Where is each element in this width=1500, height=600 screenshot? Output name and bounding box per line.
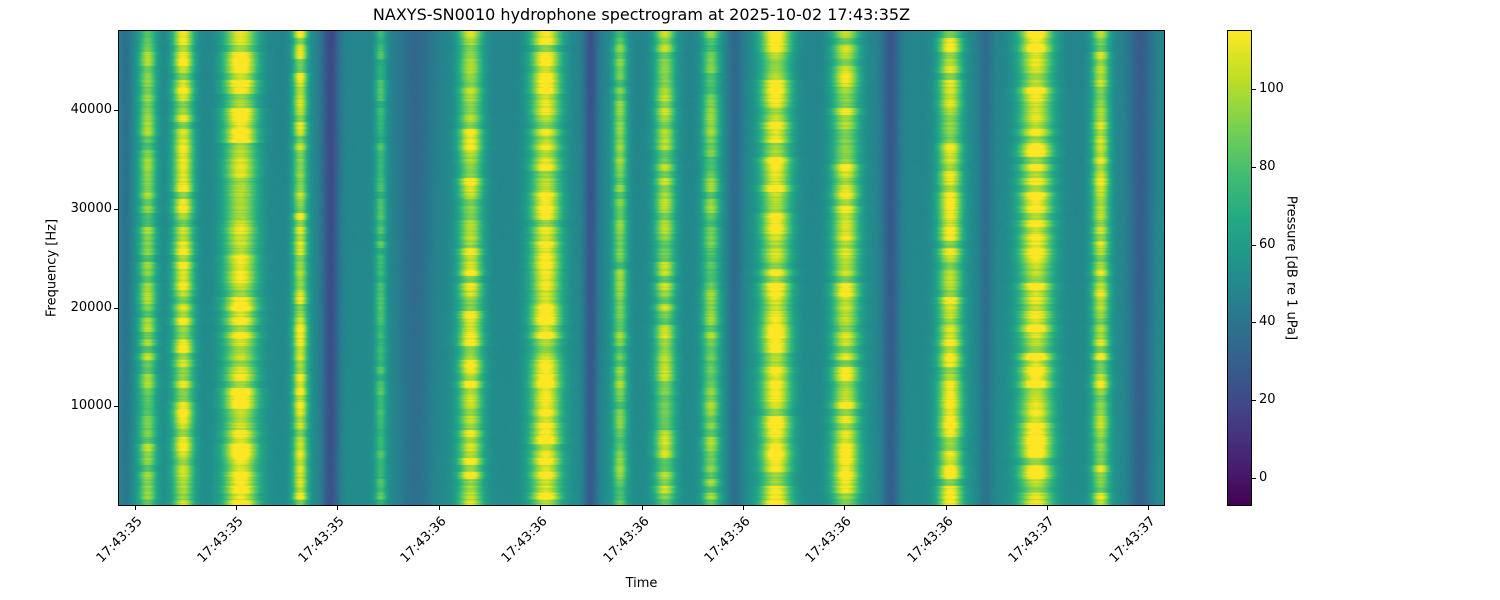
colorbar-tick-label: 20 bbox=[1259, 392, 1276, 407]
x-tick bbox=[844, 506, 845, 510]
colorbar-tick bbox=[1252, 478, 1256, 479]
x-axis-label: Time bbox=[625, 576, 658, 591]
spectrogram-heatmap bbox=[119, 31, 1164, 505]
colorbar-tick-label: 60 bbox=[1259, 237, 1276, 252]
colorbar-tick bbox=[1252, 167, 1256, 168]
x-tick bbox=[1148, 506, 1149, 510]
y-tick-label: 10000 bbox=[70, 398, 112, 413]
y-tick bbox=[114, 209, 118, 210]
y-tick-label: 20000 bbox=[70, 300, 112, 315]
y-tick bbox=[114, 406, 118, 407]
colorbar-tick bbox=[1252, 400, 1256, 401]
x-tick bbox=[236, 506, 237, 510]
colorbar-tick bbox=[1252, 245, 1256, 246]
x-tick bbox=[337, 506, 338, 510]
y-tick bbox=[114, 110, 118, 111]
y-tick-label: 30000 bbox=[70, 201, 112, 216]
colorbar-tick-label: 80 bbox=[1259, 159, 1276, 174]
x-tick bbox=[946, 506, 947, 510]
colorbar-tick-label: 40 bbox=[1259, 314, 1276, 329]
x-tick bbox=[642, 506, 643, 510]
colorbar-tick-label: 100 bbox=[1259, 81, 1284, 96]
x-tick bbox=[1047, 506, 1048, 510]
x-tick bbox=[540, 506, 541, 510]
colorbar-tick-label: 0 bbox=[1259, 470, 1268, 485]
chart-title: NAXYS-SN0010 hydrophone spectrogram at 2… bbox=[372, 5, 911, 24]
x-tick bbox=[135, 506, 136, 510]
x-tick bbox=[743, 506, 744, 510]
colorbar-tick bbox=[1252, 89, 1256, 90]
y-axis-label: Frequency [Hz] bbox=[44, 218, 60, 318]
colorbar bbox=[1228, 31, 1251, 505]
x-tick bbox=[439, 506, 440, 510]
colorbar-tick bbox=[1252, 322, 1256, 323]
y-tick bbox=[114, 308, 118, 309]
y-tick-label: 40000 bbox=[70, 102, 112, 117]
